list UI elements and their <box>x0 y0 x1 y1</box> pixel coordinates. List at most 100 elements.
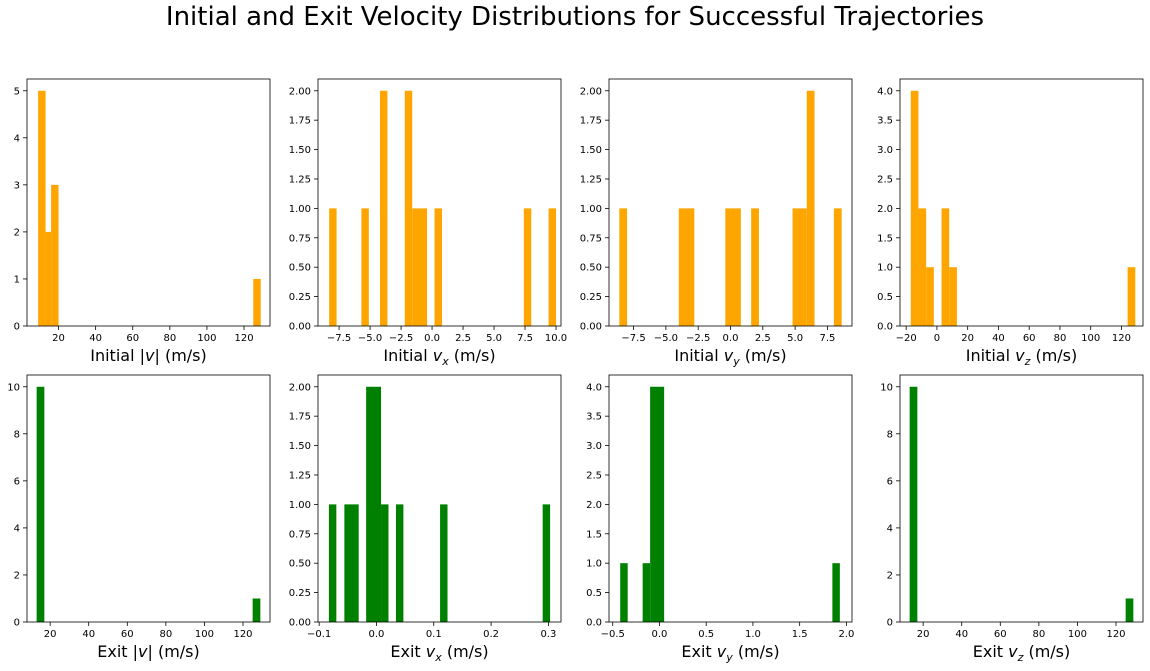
histogram-bar <box>792 208 807 326</box>
x-tick-label: 10.0 <box>545 333 567 344</box>
y-tick-label: 4.0 <box>586 382 602 393</box>
histogram-panel-6: −0.1 0.0 0.1 0.2 0.3 0.00 0.25 0.50 0.75 1.00 1.25… <box>289 374 562 664</box>
y-tick-label: 0 <box>14 618 20 629</box>
y-tick-label: 4 <box>887 523 893 534</box>
histogram-bar <box>926 267 934 326</box>
y-tick-label: 0.25 <box>289 292 311 303</box>
x-tick-label: 40 <box>955 629 968 640</box>
x-tick-label: 0.0 <box>369 629 385 640</box>
x-tick-label: 1.5 <box>792 629 808 640</box>
histogram-bar <box>833 208 842 326</box>
y-tick-label: 0.25 <box>289 588 311 599</box>
x-tick-label: 20 <box>44 629 57 640</box>
histogram-panel-1: 20 40 60 80 100 120 0 1 2 3 4 5 Initial |v| (m/s) <box>14 78 271 365</box>
x-tick-label: 1.0 <box>745 629 761 640</box>
y-tick-label: 4.0 <box>877 86 893 97</box>
y-tick-label: 2.5 <box>586 470 602 481</box>
y-tick-label: 0.0 <box>877 322 893 333</box>
histogram-bar <box>619 208 628 326</box>
y-tick-label: 0.75 <box>580 233 602 244</box>
histogram-panel-5: 20 40 60 80 100 120 0 2 4 6 8 10 Exit |v| (m/s) <box>7 374 271 661</box>
x-tick-label: 100 <box>195 629 214 640</box>
y-tick-label: 2.00 <box>289 382 311 393</box>
y-tick-label: 1.50 <box>289 441 311 452</box>
x-axis-label: Initial vz (m/s) <box>966 346 1078 368</box>
histogram-bar <box>725 208 741 326</box>
axes-frame <box>317 374 562 623</box>
y-tick-label: 0.00 <box>289 322 311 333</box>
x-tick-label: 0 <box>934 333 940 344</box>
x-tick-label: 5.0 <box>787 333 803 344</box>
x-axis-label: Exit vx (m/s) <box>390 642 488 664</box>
x-tick-label: 2.5 <box>455 333 471 344</box>
x-tick-label: −2.5 <box>389 333 413 344</box>
histogram-bar <box>51 184 59 326</box>
y-tick-label: 3.5 <box>877 116 893 127</box>
y-tick-label: 1.50 <box>289 145 311 156</box>
axes-frame <box>26 78 271 327</box>
histogram-panel-7: −0.5 0.0 0.5 1.0 1.5 2.00.00.51.01.52.02.53.0… <box>586 374 854 664</box>
x-tick-label: 0.5 <box>698 629 714 640</box>
x-tick-label: −0.1 <box>307 629 331 640</box>
y-tick-label: 4 <box>14 523 20 534</box>
y-tick-label: 0.25 <box>580 292 602 303</box>
histogram-bar <box>642 563 651 622</box>
y-tick-label: 6 <box>14 476 20 487</box>
histogram-bar <box>832 563 840 622</box>
x-tick-label: −5.0 <box>358 333 382 344</box>
histogram-bar <box>45 231 52 326</box>
histogram-bar <box>620 563 628 622</box>
histogram-bar <box>381 504 389 622</box>
histogram-bar <box>918 208 927 326</box>
x-tick-label: 60 <box>1023 333 1036 344</box>
histogram-bar <box>361 208 369 326</box>
x-tick-label: 7.5 <box>517 333 533 344</box>
figure-title: Initial and Exit Velocity Distributions … <box>165 2 985 32</box>
x-tick-label: 0.0 <box>723 333 739 344</box>
axes-frame <box>899 374 1144 623</box>
y-tick-label: 10 <box>7 382 20 393</box>
x-axis-label: Initial vy (m/s) <box>674 346 786 368</box>
y-tick-label: 0.00 <box>580 322 602 333</box>
histogram-bar <box>404 90 413 326</box>
x-axis-label: Initial |v| (m/s) <box>90 346 207 365</box>
histogram-bar <box>941 208 950 326</box>
x-tick-label: 0.1 <box>426 629 442 640</box>
histogram-bar <box>253 278 261 326</box>
x-tick-label: 0.0 <box>652 629 668 640</box>
x-tick-label: 20 <box>961 333 974 344</box>
x-tick-label: −5.0 <box>654 333 678 344</box>
x-tick-label: 20 <box>917 629 930 640</box>
y-tick-label: 1.00 <box>289 204 311 215</box>
histogram-bar <box>542 504 551 622</box>
x-tick-label: 100 <box>197 333 216 344</box>
y-tick-label: 3.0 <box>586 441 602 452</box>
histogram-bar <box>949 267 957 326</box>
x-axis-label: Exit vz (m/s) <box>973 642 1071 664</box>
histogram-bar <box>412 208 428 326</box>
y-tick-label: 3.0 <box>877 145 893 156</box>
y-tick-label: 8 <box>887 429 893 440</box>
histogram-bar <box>806 90 815 326</box>
x-tick-label: −2.5 <box>686 333 710 344</box>
x-tick-label: 60 <box>121 629 134 640</box>
histogram-panel-3: −7.5 −5.0 −2.5 0.0 2.5 5.0 7.5 0.00 0.25 0.50 0.75… <box>580 78 853 368</box>
y-tick-label: 2 <box>14 570 20 581</box>
y-tick-label: 6 <box>887 476 893 487</box>
y-tick-label: 1.25 <box>289 470 311 481</box>
x-tick-label: 80 <box>159 629 172 640</box>
y-tick-label: 0.50 <box>580 263 602 274</box>
x-tick-label: 2.5 <box>755 333 771 344</box>
x-tick-label: 120 <box>1112 333 1131 344</box>
y-tick-label: 1.5 <box>586 529 602 540</box>
x-tick-label: 100 <box>1068 629 1087 640</box>
x-tick-label: 7.5 <box>819 333 835 344</box>
histogram-bar <box>548 208 557 326</box>
histogram-bar <box>328 504 337 622</box>
y-tick-label: 0.5 <box>586 588 602 599</box>
histogram-bar <box>329 208 337 326</box>
x-tick-label: 40 <box>992 333 1005 344</box>
y-tick-label: 1.00 <box>580 204 602 215</box>
histogram-bar <box>910 90 919 326</box>
axes-frame <box>899 78 1144 327</box>
